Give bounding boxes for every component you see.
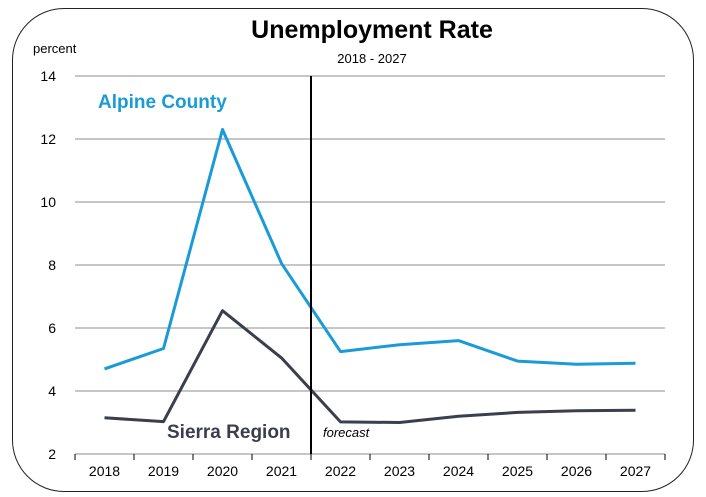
forecast-annotation: forecast [323,425,371,440]
series-line-sierra-region [104,309,636,424]
x-tick-label: 2024 [443,463,474,479]
x-tick-label: 2021 [266,463,297,479]
chart-subtitle: 2018 - 2027 [337,51,406,66]
y-tick-label: 12 [40,131,56,147]
series-label-sierra-region: Sierra Region [167,422,291,443]
chart-title: Unemployment Rate [251,16,493,44]
chart-frame [12,8,694,492]
y-tick-label: 10 [40,194,56,210]
x-tick-label: 2019 [148,463,179,479]
y-tick-label: 14 [40,68,56,84]
x-axis-ticks: 2018 2019 2020 2021 2022 2023 2024 2025 2026 2027 [74,454,666,479]
y-tick-label: 2 [48,446,56,462]
x-tick-label: 2027 [620,463,651,479]
series-lines [104,128,636,424]
grid-lines [75,75,665,455]
y-tick-label: 6 [48,320,56,336]
x-tick-label: 2022 [325,463,356,479]
series-label-alpine-county: Alpine County [98,92,227,113]
y-tick-label: 8 [48,257,56,273]
x-tick-label: 2018 [89,463,120,479]
series-line-alpine-county [104,128,636,371]
x-tick-label: 2023 [384,463,415,479]
y-tick-label: 4 [48,383,56,399]
x-tick-label: 2026 [561,463,592,479]
x-tick-label: 2020 [207,463,238,479]
y-axis-ticks: 2 4 6 8 10 12 14 [40,68,56,462]
y-axis-label: percent [33,41,77,56]
x-tick-label: 2025 [502,463,533,479]
